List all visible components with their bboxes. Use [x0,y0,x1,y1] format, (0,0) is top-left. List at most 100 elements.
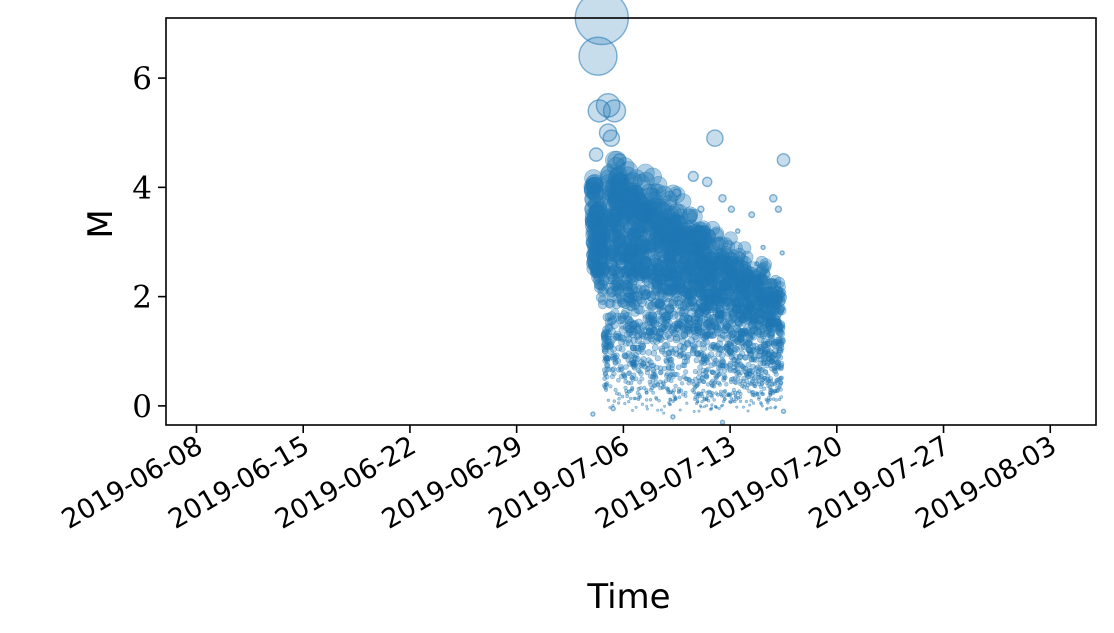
scatter-point [706,393,710,398]
scatter-point [719,404,723,408]
scatter-point [632,355,639,362]
scatter-point [700,355,708,362]
scatter-point [627,270,640,283]
scatter-point [693,384,698,389]
scatter-point [643,167,662,186]
y-axis: 0 2 4 6 [132,61,166,425]
scatter-point [713,258,727,271]
scatter-point [696,269,709,282]
scatter-point [633,325,642,334]
scatter-point [747,389,752,394]
scatter-point [712,398,716,402]
scatter-point [637,188,648,198]
scatter-point [650,350,658,357]
scatter-point [597,286,609,297]
scatter-point [616,401,621,405]
scatter-point [615,391,619,396]
scatter-point [628,380,634,386]
scatter-point [757,309,767,319]
scatter-point [671,399,675,403]
scatter-point [578,36,618,76]
scatter-point [763,347,771,354]
scatter-point [722,399,726,404]
scatter-point [674,276,686,289]
scatter-point [677,387,682,392]
scatter-point [671,390,675,395]
scatter-point [644,259,658,272]
scatter-point [639,362,645,369]
scatter-point [774,398,778,402]
scatter-point [645,407,649,411]
scatter-point [710,391,715,396]
scatter-point [722,388,727,393]
scatter-point [616,377,621,383]
scatter-point [729,396,733,401]
scatter-point [608,384,613,389]
scatter-point [767,297,778,308]
scatter-point [736,372,742,378]
scatter-point [716,346,723,353]
scatter-point [683,369,689,375]
scatter-point [677,376,683,381]
scatter-point [724,382,729,387]
scatter-point [745,288,756,299]
scatter-point [734,397,739,401]
scatter-point [700,400,704,404]
scatter-point [676,390,681,395]
scatter-point [699,405,703,409]
scatter-point [663,373,669,379]
scatter-point [645,404,649,408]
scatter-point [702,405,706,409]
scatter-point [751,342,759,350]
scatter-point [668,326,677,335]
scatter-point [775,388,780,393]
scatter-point [606,398,611,402]
scatter-point [661,211,669,219]
scatter-point [717,407,721,411]
scatter-point [584,182,602,200]
scatter-point [765,355,773,362]
scatter-point [733,296,743,307]
scatter-point [713,274,725,286]
scatter-point [768,392,773,397]
scatter-point [628,396,633,401]
scatter-point [767,384,772,390]
scatter-point [729,257,743,271]
scatter-point [709,317,719,327]
scatter-point [672,188,682,198]
scatter-point [625,391,629,396]
scatter-point [757,335,765,344]
scatter-point [640,402,645,406]
scatter-point [687,170,699,183]
scatter-point [602,371,608,377]
scatter-point [612,237,627,251]
scatter-point [762,286,773,298]
scatter-point [689,349,697,357]
scatter-point [744,385,750,391]
scatter-point [685,316,694,326]
scatter-point [768,378,774,384]
scatter-point [738,350,746,357]
scatter-point [705,382,711,387]
scatter-point [694,325,703,334]
scatter-point [740,343,748,351]
scatter-point [697,364,703,371]
scatter-point [681,233,688,240]
scatter-point [612,399,616,403]
scatter-point [587,227,602,242]
scatter-point [749,356,756,363]
scatter-point [749,379,755,384]
scatter-point [728,379,734,385]
scatter-point [735,405,739,409]
scatter-point [655,297,665,308]
scatter-point [631,362,638,368]
scatter-point [677,395,682,400]
scatter-point [613,252,626,266]
scatter-point [741,405,745,409]
scatter-point [745,361,752,368]
scatter-point [596,245,611,259]
scatter-point [748,403,752,407]
scatter-point [681,392,686,397]
scatter-point [666,376,672,382]
